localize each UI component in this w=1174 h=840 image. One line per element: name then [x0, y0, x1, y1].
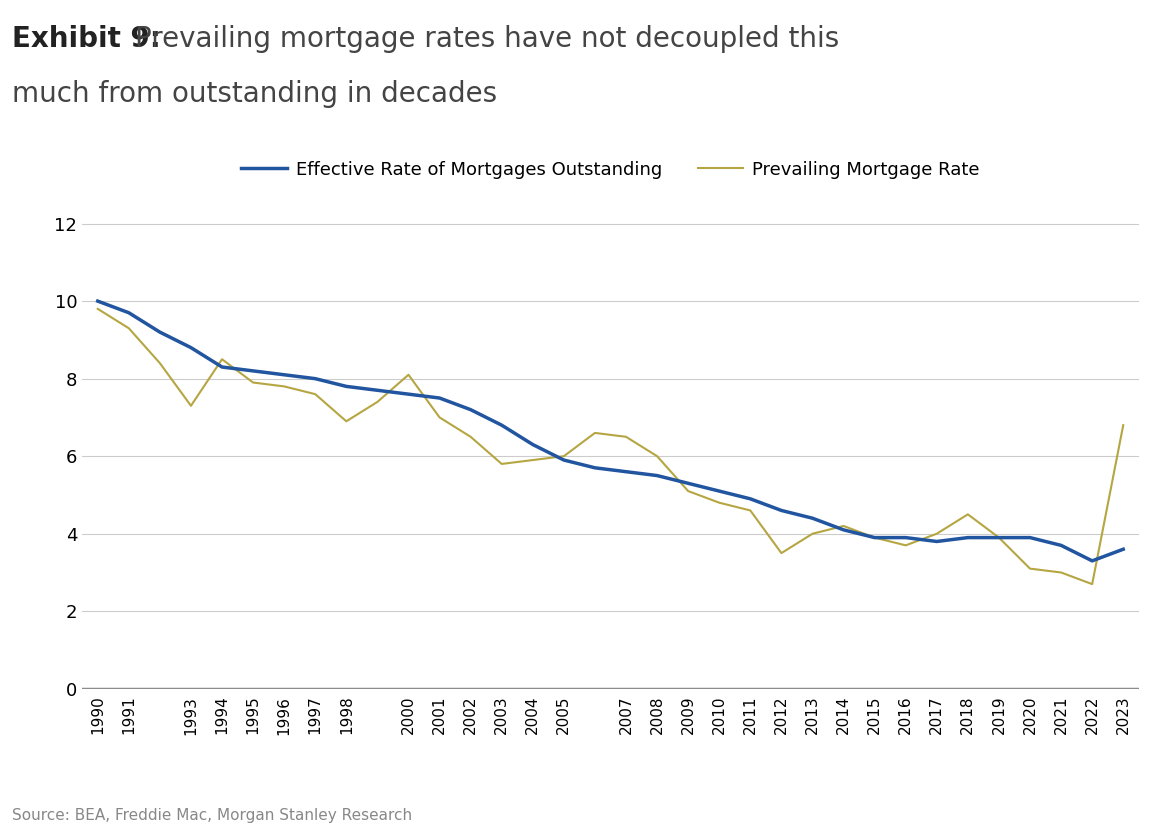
- Prevailing Mortgage Rate: [247, 377, 261, 387]
- Prevailing Mortgage Rate: [402, 370, 416, 380]
- Effective Rate of Mortgages Outstanding: [588, 463, 602, 473]
- Effective Rate of Mortgages Outstanding: [464, 405, 478, 415]
- Effective Rate of Mortgages Outstanding: [619, 467, 633, 477]
- Effective Rate of Mortgages Outstanding: [556, 455, 571, 465]
- Effective Rate of Mortgages Outstanding: [184, 343, 198, 353]
- Prevailing Mortgage Rate: [992, 533, 1006, 543]
- Effective Rate of Mortgages Outstanding: [339, 381, 353, 391]
- Prevailing Mortgage Rate: [526, 455, 540, 465]
- Effective Rate of Mortgages Outstanding: [309, 374, 323, 384]
- Effective Rate of Mortgages Outstanding: [743, 494, 757, 504]
- Effective Rate of Mortgages Outstanding: [153, 327, 167, 337]
- Effective Rate of Mortgages Outstanding: [402, 389, 416, 399]
- Effective Rate of Mortgages Outstanding: [277, 370, 291, 380]
- Prevailing Mortgage Rate: [1085, 579, 1099, 589]
- Effective Rate of Mortgages Outstanding: [930, 537, 944, 547]
- Prevailing Mortgage Rate: [494, 459, 508, 469]
- Prevailing Mortgage Rate: [1054, 568, 1068, 578]
- Prevailing Mortgage Rate: [339, 417, 353, 427]
- Text: Exhibit 9:: Exhibit 9:: [12, 25, 161, 53]
- Prevailing Mortgage Rate: [464, 432, 478, 442]
- Effective Rate of Mortgages Outstanding: [90, 296, 104, 306]
- Legend: Effective Rate of Mortgages Outstanding, Prevailing Mortgage Rate: Effective Rate of Mortgages Outstanding,…: [234, 154, 987, 186]
- Effective Rate of Mortgages Outstanding: [1023, 533, 1037, 543]
- Prevailing Mortgage Rate: [370, 396, 384, 407]
- Effective Rate of Mortgages Outstanding: [650, 470, 664, 480]
- Effective Rate of Mortgages Outstanding: [960, 533, 974, 543]
- Line: Effective Rate of Mortgages Outstanding: Effective Rate of Mortgages Outstanding: [97, 301, 1124, 561]
- Effective Rate of Mortgages Outstanding: [837, 525, 851, 535]
- Effective Rate of Mortgages Outstanding: [432, 393, 446, 403]
- Prevailing Mortgage Rate: [153, 358, 167, 368]
- Effective Rate of Mortgages Outstanding: [898, 533, 912, 543]
- Prevailing Mortgage Rate: [743, 506, 757, 516]
- Prevailing Mortgage Rate: [1023, 564, 1037, 574]
- Prevailing Mortgage Rate: [775, 548, 789, 558]
- Prevailing Mortgage Rate: [868, 533, 882, 543]
- Prevailing Mortgage Rate: [556, 451, 571, 461]
- Effective Rate of Mortgages Outstanding: [775, 506, 789, 516]
- Effective Rate of Mortgages Outstanding: [805, 513, 819, 523]
- Effective Rate of Mortgages Outstanding: [681, 478, 695, 488]
- Text: Prevailing mortgage rates have not decoupled this: Prevailing mortgage rates have not decou…: [135, 25, 839, 53]
- Text: much from outstanding in decades: much from outstanding in decades: [12, 80, 497, 108]
- Prevailing Mortgage Rate: [930, 528, 944, 538]
- Prevailing Mortgage Rate: [90, 304, 104, 314]
- Prevailing Mortgage Rate: [1116, 420, 1131, 430]
- Effective Rate of Mortgages Outstanding: [215, 362, 229, 372]
- Prevailing Mortgage Rate: [713, 497, 727, 507]
- Prevailing Mortgage Rate: [432, 412, 446, 423]
- Prevailing Mortgage Rate: [184, 401, 198, 411]
- Effective Rate of Mortgages Outstanding: [494, 420, 508, 430]
- Effective Rate of Mortgages Outstanding: [247, 366, 261, 376]
- Effective Rate of Mortgages Outstanding: [992, 533, 1006, 543]
- Effective Rate of Mortgages Outstanding: [1116, 544, 1131, 554]
- Prevailing Mortgage Rate: [837, 521, 851, 531]
- Line: Prevailing Mortgage Rate: Prevailing Mortgage Rate: [97, 309, 1124, 584]
- Prevailing Mortgage Rate: [309, 389, 323, 399]
- Prevailing Mortgage Rate: [960, 509, 974, 519]
- Effective Rate of Mortgages Outstanding: [1054, 540, 1068, 550]
- Prevailing Mortgage Rate: [277, 381, 291, 391]
- Effective Rate of Mortgages Outstanding: [713, 486, 727, 496]
- Prevailing Mortgage Rate: [650, 451, 664, 461]
- Effective Rate of Mortgages Outstanding: [1085, 556, 1099, 566]
- Prevailing Mortgage Rate: [681, 486, 695, 496]
- Effective Rate of Mortgages Outstanding: [868, 533, 882, 543]
- Prevailing Mortgage Rate: [898, 540, 912, 550]
- Prevailing Mortgage Rate: [805, 528, 819, 538]
- Prevailing Mortgage Rate: [122, 323, 136, 333]
- Effective Rate of Mortgages Outstanding: [370, 386, 384, 396]
- Prevailing Mortgage Rate: [215, 354, 229, 365]
- Effective Rate of Mortgages Outstanding: [526, 439, 540, 449]
- Prevailing Mortgage Rate: [588, 428, 602, 438]
- Prevailing Mortgage Rate: [619, 432, 633, 442]
- Text: Source: BEA, Freddie Mac, Morgan Stanley Research: Source: BEA, Freddie Mac, Morgan Stanley…: [12, 808, 412, 823]
- Effective Rate of Mortgages Outstanding: [122, 307, 136, 318]
